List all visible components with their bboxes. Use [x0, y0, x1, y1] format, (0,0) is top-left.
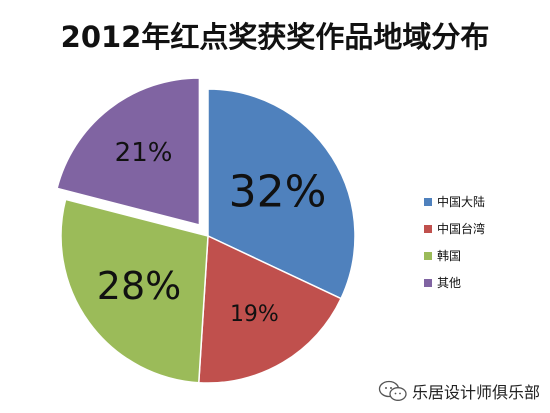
- legend-label: 韩国: [437, 249, 462, 263]
- legend-swatch: [424, 278, 432, 287]
- slice-label-2: 19%: [230, 302, 279, 327]
- watermark-text: 乐居设计师俱乐部: [411, 383, 540, 402]
- chart-title: 2012年红点奖获奖作品地域分布: [60, 20, 490, 54]
- legend-swatch: [424, 224, 432, 233]
- legend-swatch: [424, 197, 432, 206]
- legend-item-3: 韩国: [424, 242, 485, 269]
- slice-label-4: 21%: [115, 138, 173, 168]
- legend-label: 中国大陆: [437, 195, 486, 209]
- pie-slice-2: [197, 234, 343, 384]
- watermark: 乐居设计师俱乐部: [378, 379, 540, 403]
- legend-item-2: 中国台湾: [424, 215, 485, 242]
- pie-slice-4: [56, 77, 201, 226]
- legend-item-1: 中国大陆: [424, 188, 485, 215]
- pie-slice-1: [207, 88, 356, 300]
- legend-swatch: [424, 251, 432, 260]
- legend-label: 中国台湾: [437, 222, 486, 236]
- legend-label: 其他: [437, 276, 462, 290]
- wechat-icon: [378, 380, 407, 401]
- pie-slice-3: [60, 198, 209, 384]
- slice-label-1: 32%: [229, 166, 327, 217]
- legend-item-4: 其他: [424, 269, 485, 296]
- legend: 中国大陆中国台湾韩国其他: [424, 188, 485, 296]
- slice-label-3: 28%: [97, 264, 181, 308]
